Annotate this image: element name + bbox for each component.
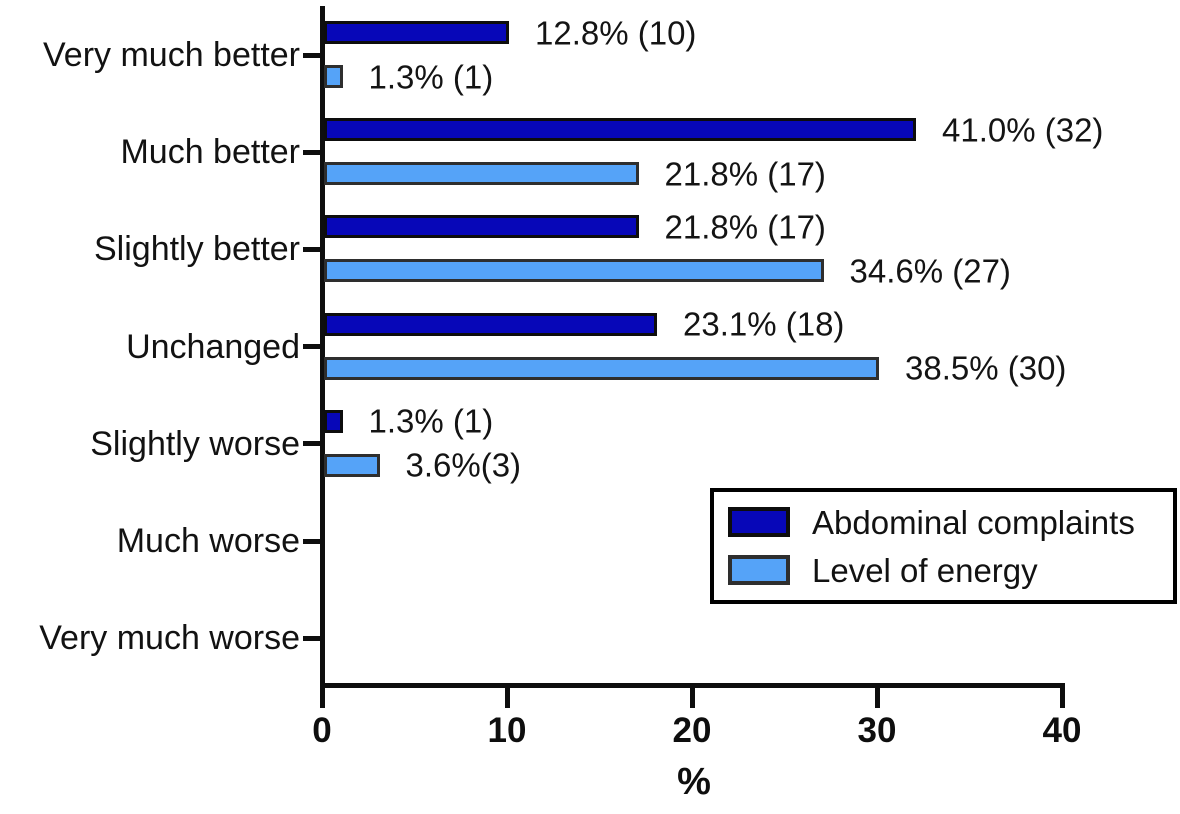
bar-value-label: 1.3% (1) bbox=[368, 58, 494, 95]
legend-label: Level of energy bbox=[812, 551, 1038, 589]
x-axis-tick bbox=[874, 688, 880, 708]
y-axis-tick bbox=[303, 52, 320, 58]
y-axis-category-label: Very much worse bbox=[39, 619, 300, 658]
bar-value-label: 34.6% (27) bbox=[849, 252, 1011, 290]
y-axis-tick bbox=[303, 538, 320, 544]
x-axis-tick-label: 10 bbox=[487, 711, 527, 750]
bar-value-label: 23.1% (18) bbox=[683, 305, 845, 343]
x-axis-line bbox=[320, 683, 1065, 688]
y-axis-tick bbox=[303, 344, 320, 350]
legend-label: Abdominal complaints bbox=[812, 503, 1135, 541]
x-axis-title: % bbox=[677, 761, 711, 803]
x-axis-tick bbox=[1059, 688, 1065, 708]
x-axis-tick bbox=[504, 688, 510, 708]
bar-level-of-energy bbox=[324, 259, 824, 283]
x-axis-tick bbox=[319, 688, 325, 708]
bar-level-of-energy bbox=[324, 356, 879, 380]
bar-level-of-energy bbox=[324, 162, 639, 186]
y-axis-category-label: Slightly worse bbox=[90, 424, 300, 463]
legend-item-level-of-energy: Level of energy bbox=[728, 554, 1173, 587]
legend-swatch-abdominal-complaints bbox=[728, 507, 790, 537]
bar-value-label: 21.8% (17) bbox=[664, 155, 826, 193]
bar-value-label: 3.6%(3) bbox=[405, 446, 522, 484]
y-axis-tick bbox=[303, 246, 320, 252]
bar-abdominal-complaints bbox=[324, 312, 657, 336]
y-axis-category-label: Unchanged bbox=[126, 327, 300, 366]
bar-abdominal-complaints bbox=[324, 21, 509, 44]
bar-abdominal-complaints bbox=[324, 215, 639, 239]
y-axis-line bbox=[320, 6, 325, 688]
bar-level-of-energy bbox=[324, 65, 343, 88]
bar-value-label: 12.8% (10) bbox=[535, 14, 697, 51]
x-axis-tick-label: 40 bbox=[1042, 711, 1082, 750]
bar-value-label: 1.3% (1) bbox=[368, 402, 494, 440]
bar-value-label: 38.5% (30) bbox=[905, 349, 1067, 387]
y-axis-category-label: Much worse bbox=[116, 522, 300, 560]
bar-abdominal-complaints bbox=[324, 409, 343, 433]
legend-swatch-level-of-energy bbox=[728, 555, 790, 585]
legend-item-abdominal-complaints: Abdominal complaints bbox=[728, 506, 1173, 539]
bar-level-of-energy bbox=[324, 453, 380, 477]
y-axis-tick bbox=[303, 149, 320, 155]
y-axis-tick bbox=[303, 441, 320, 447]
y-axis-category-label: Much better bbox=[120, 133, 300, 172]
y-axis-category-label: Very much better bbox=[42, 36, 300, 74]
x-axis-tick-label: 0 bbox=[312, 711, 332, 750]
y-axis-category-label: Slightly better bbox=[94, 230, 300, 269]
bar-abdominal-complaints bbox=[324, 118, 916, 142]
y-axis-tick bbox=[303, 635, 320, 641]
x-axis-tick-label: 30 bbox=[857, 711, 897, 750]
bar-value-label: 21.8% (17) bbox=[664, 208, 826, 246]
x-axis-tick-label: 20 bbox=[672, 711, 712, 750]
legend: Abdominal complaints Level of energy bbox=[710, 488, 1177, 604]
bar-value-label: 41.0% (32) bbox=[942, 111, 1104, 149]
x-axis-tick bbox=[689, 688, 695, 708]
